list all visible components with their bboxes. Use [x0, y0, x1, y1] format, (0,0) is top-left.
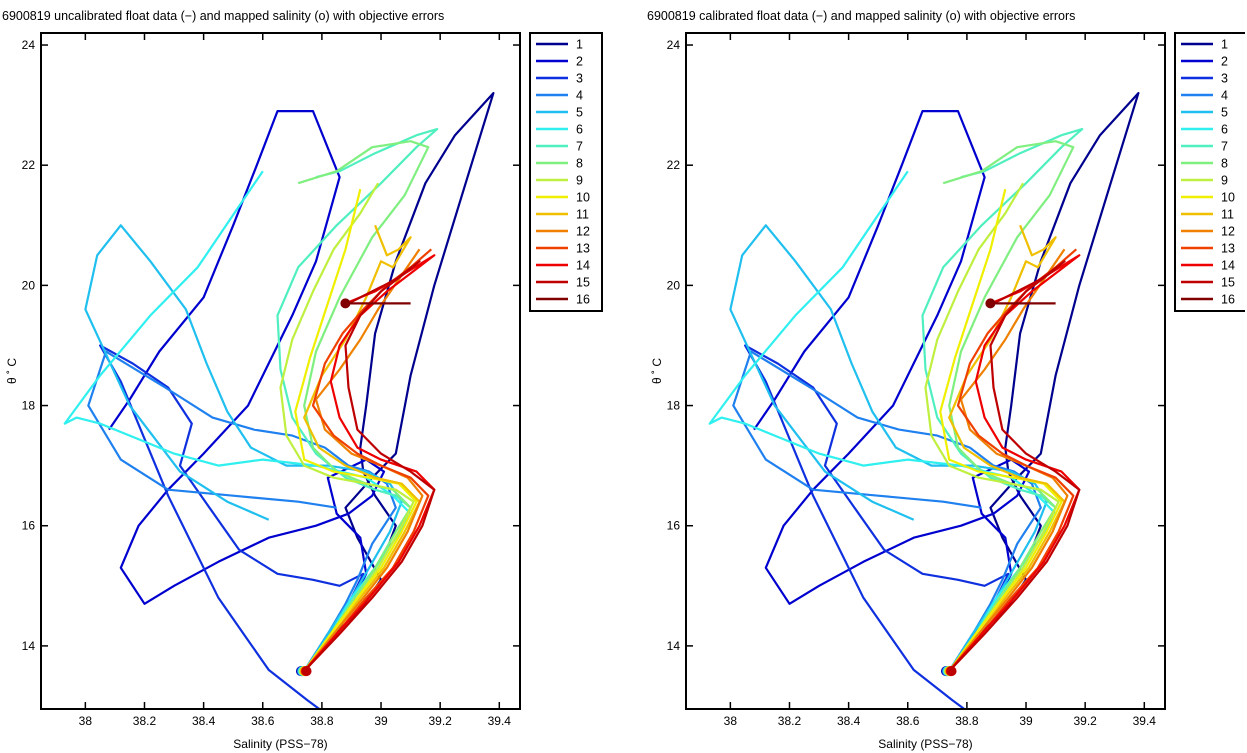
legend-label-8: 8 [1221, 157, 1228, 171]
legend-label-7: 7 [1221, 140, 1228, 154]
series-line-14 [303, 254, 436, 672]
series-line-5 [729, 224, 1048, 672]
legend-label-4: 4 [576, 89, 583, 103]
legend-label-8: 8 [576, 157, 583, 171]
legend-label-11: 11 [1221, 208, 1234, 222]
series-line-4 [732, 350, 1042, 672]
x-tick-label: 38.2 [133, 714, 157, 728]
legend-label-15: 15 [1221, 276, 1235, 290]
legend-label-2: 2 [576, 55, 583, 69]
series-line-15 [303, 260, 436, 672]
series-line-3 [98, 344, 365, 709]
axes-box [40, 32, 521, 710]
x-tick-label: 39.4 [1133, 714, 1157, 728]
legend-box [529, 32, 603, 312]
x-tick-label: 39.2 [428, 714, 452, 728]
series-line-9 [924, 182, 1060, 672]
legend-label-12: 12 [1221, 225, 1235, 239]
chart-title: 6900819 uncalibrated float data (−) and … [2, 9, 445, 23]
y-tick-label: 24 [667, 38, 681, 52]
y-axis-label: θ ˚ C [5, 358, 19, 384]
y-tick-label: 16 [667, 519, 681, 533]
y-tick-label: 14 [667, 639, 681, 653]
calibrated-chart: 38 38.2 38.4 38.6 38.8 39 39.2 39.4141618202224… [650, 32, 1245, 751]
calibrated-chart-panel: 6900819 calibrated float data (−) and ma… [645, 0, 1247, 753]
legend-label-16: 16 [1221, 293, 1235, 307]
chart-title: 6900819 calibrated float data (−) and ma… [647, 9, 1076, 23]
y-axis-label: θ ˚ C [650, 358, 664, 384]
y-tick-label: 18 [667, 399, 681, 413]
legend-label-13: 13 [576, 242, 590, 256]
legend-label-16: 16 [576, 293, 590, 307]
legend-label-14: 14 [1221, 259, 1235, 273]
series-line-11 [303, 224, 421, 672]
legend-label-6: 6 [576, 123, 583, 137]
legend-label-9: 9 [1221, 174, 1228, 188]
series-line-15 [948, 260, 1081, 672]
mapped-salinity-marker-15 [946, 666, 957, 677]
series-line-4 [87, 350, 397, 672]
axes-box [685, 32, 1166, 710]
legend-label-3: 3 [576, 72, 583, 86]
mapped-salinity-marker-15 [301, 666, 312, 677]
x-tick-label: 38.8 [310, 714, 334, 728]
x-tick-label: 38.4 [837, 714, 861, 728]
x-tick-label: 39.2 [1073, 714, 1097, 728]
y-tick-label: 18 [22, 399, 36, 413]
series-line-9 [279, 182, 415, 672]
y-tick-label: 14 [22, 639, 36, 653]
series-line-14 [948, 254, 1081, 672]
legend-label-1: 1 [576, 38, 583, 52]
legend-label-15: 15 [576, 276, 590, 290]
legend-label-5: 5 [576, 106, 583, 120]
y-tick-label: 20 [667, 278, 681, 292]
legend-label-11: 11 [576, 208, 589, 222]
x-axis-label: Salinity (PSS−78) [878, 737, 972, 751]
x-tick-label: 38.8 [955, 714, 979, 728]
x-tick-label: 38.2 [778, 714, 802, 728]
series-line-1 [948, 91, 1140, 672]
legend-label-9: 9 [576, 174, 583, 188]
legend-label-6: 6 [1221, 123, 1228, 137]
legend-label-12: 12 [576, 225, 590, 239]
y-tick-label: 22 [667, 158, 681, 172]
legend-label-4: 4 [1221, 89, 1228, 103]
mapped-salinity-marker-16 [985, 298, 996, 309]
legend-label-2: 2 [1221, 55, 1228, 69]
mapped-salinity-marker-16 [340, 298, 351, 309]
series-line-1 [303, 91, 495, 672]
x-tick-label: 38.4 [192, 714, 216, 728]
series-group [708, 91, 1140, 709]
x-tick-label: 38 [724, 714, 738, 728]
legend-label-7: 7 [576, 140, 583, 154]
y-tick-label: 16 [22, 519, 36, 533]
legend-label-10: 10 [576, 191, 590, 205]
y-tick-label: 22 [22, 158, 36, 172]
series-line-11 [948, 224, 1066, 672]
series-group [63, 91, 495, 709]
uncalibrated-chart: 38 38.2 38.4 38.6 38.8 39 39.2 39.4141618202224… [5, 32, 603, 751]
series-line-10 [939, 188, 1063, 672]
x-tick-label: 38.6 [896, 714, 920, 728]
series-line-12 [303, 248, 424, 672]
series-line-10 [294, 188, 418, 672]
legend-label-10: 10 [1221, 191, 1235, 205]
series-line-5 [84, 224, 403, 672]
x-axis-label: Salinity (PSS−78) [233, 737, 327, 751]
x-tick-label: 38.6 [251, 714, 275, 728]
series-line-12 [948, 248, 1069, 672]
x-tick-label: 39 [374, 714, 388, 728]
legend-label-14: 14 [576, 259, 590, 273]
x-tick-label: 39.4 [488, 714, 512, 728]
y-tick-label: 24 [22, 38, 36, 52]
y-tick-label: 20 [22, 278, 36, 292]
series-line-3 [743, 344, 1010, 709]
legend-label-3: 3 [1221, 72, 1228, 86]
x-tick-label: 38 [79, 714, 93, 728]
legend-label-13: 13 [1221, 242, 1235, 256]
x-tick-label: 39 [1019, 714, 1033, 728]
legend-label-5: 5 [1221, 106, 1228, 120]
legend-label-1: 1 [1221, 38, 1228, 52]
uncalibrated-chart-panel: 6900819 uncalibrated float data (−) and … [0, 0, 620, 753]
